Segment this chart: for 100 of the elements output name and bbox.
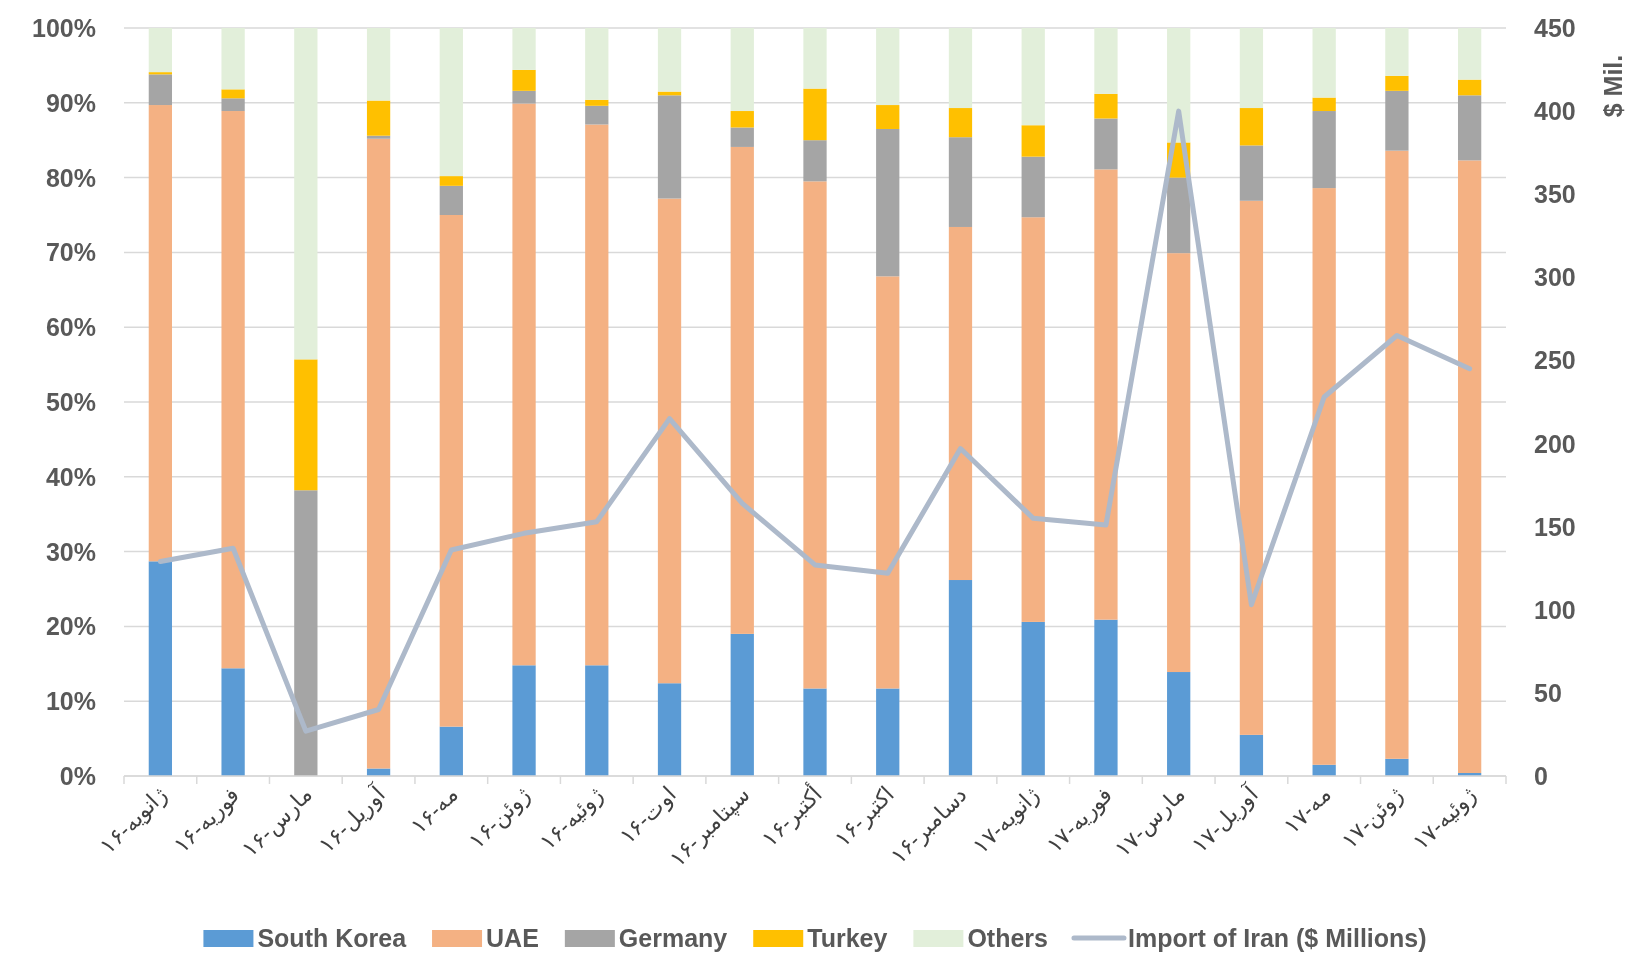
bar	[803, 140, 827, 182]
bar	[1094, 169, 1118, 620]
bar	[1457, 28, 1482, 80]
bar	[876, 688, 900, 776]
x-tick-label: مه-۱۷	[1278, 781, 1336, 839]
bar	[512, 28, 536, 70]
bar	[948, 226, 973, 581]
bar	[585, 124, 609, 666]
x-tick-label: ژانویه-۱۶	[95, 781, 173, 860]
x-tick-label: مه-۱۶	[406, 781, 463, 839]
y2-tick-label: 0	[1534, 762, 1548, 790]
legend-label: South Korea	[257, 924, 408, 952]
y-tick-label: 60%	[45, 313, 96, 342]
bar	[1239, 200, 1264, 735]
bar	[294, 28, 318, 360]
bar	[439, 176, 463, 186]
bar	[948, 137, 973, 227]
y-tick-label: 0%	[59, 762, 96, 790]
bar	[512, 103, 536, 666]
y2-tick-label: 200	[1534, 429, 1576, 458]
x-tick-label: ژوئن-۱۶	[463, 781, 537, 855]
legend-label: UAE	[486, 924, 539, 952]
bar	[1385, 75, 1409, 91]
bar	[803, 181, 827, 689]
bar	[585, 28, 609, 100]
bar	[366, 138, 391, 769]
bar	[730, 111, 754, 128]
bar	[1021, 125, 1045, 157]
bar	[512, 90, 536, 104]
bar	[221, 98, 245, 112]
y-tick-label: 10%	[45, 687, 96, 716]
bar	[1094, 93, 1118, 119]
x-tick-label: أکتبر-۱۶	[754, 779, 828, 853]
y-tick-label: 90%	[45, 88, 96, 117]
bar	[148, 74, 173, 106]
bar	[585, 105, 609, 125]
bar	[657, 683, 682, 776]
bar	[439, 185, 463, 215]
y2-tick-label: 450	[1534, 14, 1576, 42]
bar	[948, 108, 973, 138]
bar	[1457, 160, 1482, 774]
bar	[1239, 108, 1264, 146]
bar	[1312, 28, 1336, 98]
y-tick-label: 100%	[32, 14, 96, 42]
bar	[657, 198, 682, 684]
bar	[148, 561, 173, 776]
bar	[657, 95, 682, 199]
bar	[1239, 28, 1264, 109]
legend-label: Import of Iran ($ Millions)	[1127, 924, 1427, 952]
x-tick-label: ژوئیه-۱۷	[1408, 781, 1482, 856]
bar	[1385, 90, 1409, 151]
bar	[585, 665, 609, 776]
legend-label: Germany	[618, 924, 728, 952]
y2-tick-label: 50	[1534, 678, 1562, 707]
y-tick-label: 20%	[45, 612, 96, 641]
bar	[366, 135, 391, 139]
bar	[1385, 758, 1409, 776]
bar	[948, 580, 973, 776]
bar	[585, 99, 609, 106]
bar	[1094, 28, 1118, 94]
bar	[876, 28, 900, 106]
y-tick-label: 80%	[45, 163, 96, 192]
x-tick-label: ژانویه-۱۷	[968, 781, 1046, 860]
bar	[1167, 177, 1191, 254]
bar	[1094, 619, 1118, 776]
bar	[439, 28, 463, 177]
y2-tick-label: 400	[1534, 97, 1576, 126]
bar	[803, 28, 827, 89]
x-tick-label: ژوئن-۱۷	[1336, 781, 1410, 855]
y-tick-label: 50%	[45, 388, 96, 416]
y2-tick-label: 250	[1534, 346, 1576, 375]
bar	[1021, 217, 1045, 622]
y2-tick-label: 350	[1534, 180, 1576, 209]
bar	[1167, 253, 1191, 673]
bar	[221, 28, 245, 90]
y2-tick-label: 150	[1534, 512, 1576, 541]
bar	[803, 688, 827, 776]
bar	[1167, 672, 1191, 776]
bar	[1385, 28, 1409, 76]
bar	[1312, 188, 1336, 765]
bar	[657, 28, 682, 92]
bar	[876, 105, 900, 129]
y2-axis-title: $ Mil.	[1599, 54, 1627, 118]
bar	[730, 633, 754, 776]
bar	[148, 28, 173, 73]
bar	[366, 100, 391, 136]
bar	[512, 69, 536, 91]
bar	[294, 490, 318, 776]
legend-label: Turkey	[807, 924, 888, 952]
bar	[803, 88, 827, 141]
bar	[1239, 734, 1264, 776]
y-tick-label: 30%	[45, 537, 96, 566]
bar	[1312, 97, 1336, 112]
bar	[730, 127, 754, 147]
bar	[1021, 621, 1045, 776]
bar	[948, 28, 973, 109]
bar	[221, 668, 245, 776]
bar	[1457, 95, 1482, 161]
bar	[1239, 145, 1264, 201]
bar	[730, 146, 754, 634]
